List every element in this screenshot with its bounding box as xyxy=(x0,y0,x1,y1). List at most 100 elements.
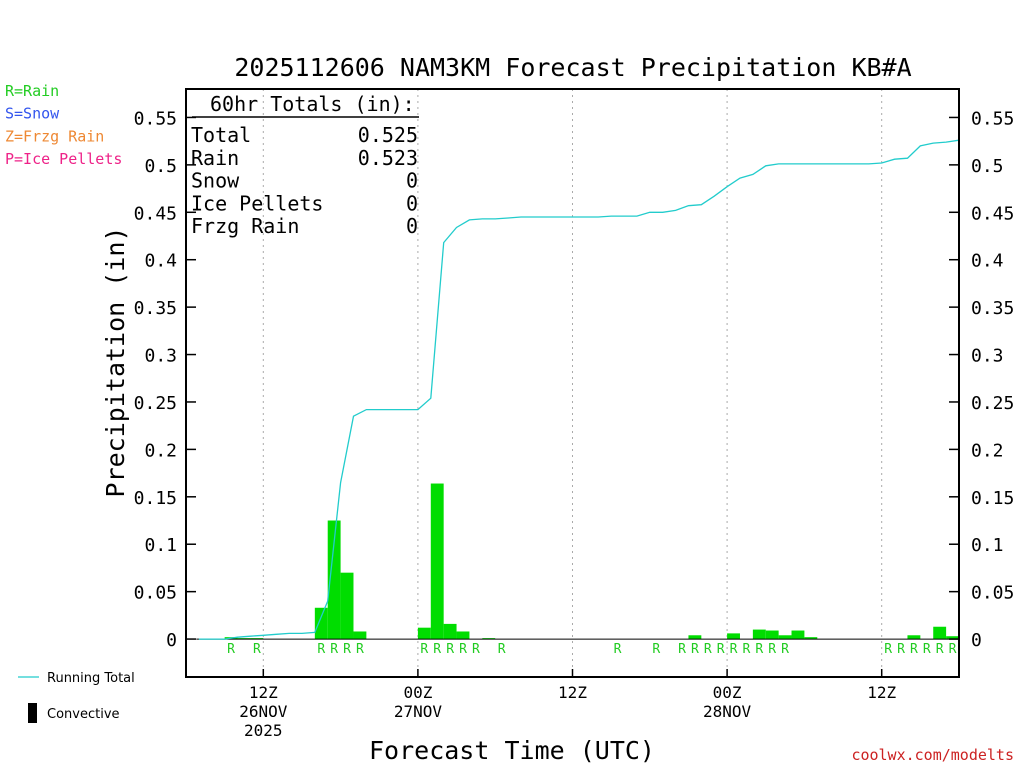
totals-row-label: Snow xyxy=(191,169,240,193)
y-tick-label-left: 0 xyxy=(166,630,177,651)
convective-bar xyxy=(688,635,702,640)
precip-type-legend-entry: S=Snow xyxy=(5,105,60,123)
x-tick-label: 00Z xyxy=(713,683,742,702)
vertical-gridlines xyxy=(262,89,883,677)
totals-row-value: 0.523 xyxy=(358,146,418,170)
precip-type-marker: R xyxy=(614,642,622,657)
y-tick-label-right: 0.2 xyxy=(971,440,1004,461)
y-tick-label-left: 0.5 xyxy=(144,156,177,177)
y-tick-label-right: 0.3 xyxy=(971,346,1004,367)
convective-bar xyxy=(417,627,431,640)
y-tick-label-left: 0.15 xyxy=(134,488,177,509)
convective-bar xyxy=(727,633,740,640)
precip-type-marker: R xyxy=(227,642,235,657)
precip-type-marker: R xyxy=(446,642,454,657)
convective-bar xyxy=(314,607,328,640)
totals-header: 60hr Totals (in): xyxy=(210,92,415,116)
y-tick-label-left: 0.05 xyxy=(134,583,177,604)
precip-type-marker: R xyxy=(884,642,892,657)
totals-row-value: 0 xyxy=(406,169,418,193)
y-tick-label-right: 0.35 xyxy=(971,298,1014,319)
running-total-legend-label: Running Total xyxy=(47,671,135,686)
totals-row-label: Rain xyxy=(191,146,239,170)
convective-legend-label: Convective xyxy=(47,707,120,722)
x-tick-label: 28NOV xyxy=(703,702,752,721)
y-tick-label-left: 0.4 xyxy=(144,251,177,272)
x-tick-label: 12Z xyxy=(867,683,896,702)
precip-type-marker: R xyxy=(743,642,751,657)
convective-bar xyxy=(946,636,959,640)
precip-type-marker: R xyxy=(781,642,789,657)
totals-row-value: 0 xyxy=(406,214,418,238)
x-tick-label: 12Z xyxy=(249,683,278,702)
precip-type-marker: R xyxy=(768,642,776,657)
precip-type-marker: R xyxy=(936,642,944,657)
convective-bar xyxy=(791,630,805,640)
y-tick-label-right: 0.5 xyxy=(971,156,1004,177)
x-tick-label: 2025 xyxy=(244,721,283,740)
convective-bar xyxy=(430,483,444,640)
y-axis-right: 0 0.05 0.1 0.15 0.2 0.25 0.3 0.35 0.4 0.45 0.5 0.55 xyxy=(949,108,1014,651)
convective-bar xyxy=(327,520,341,640)
convective-bars xyxy=(224,483,959,640)
totals-row-label: Total xyxy=(191,123,251,147)
precip-type-marker: R xyxy=(678,642,686,657)
precip-type-marker: R xyxy=(498,642,506,657)
convective-legend-swatch xyxy=(28,703,37,723)
convective-bar xyxy=(907,635,921,640)
convective-bar xyxy=(804,637,818,640)
precip-type-marker: R xyxy=(253,642,261,657)
convective-bar xyxy=(765,630,779,640)
y-tick-label-right: 0.55 xyxy=(971,108,1014,129)
x-axis-label: Forecast Time (UTC) xyxy=(369,736,655,765)
precip-type-marker: R xyxy=(652,642,660,657)
precip-type-marker: R xyxy=(704,642,712,657)
y-tick-label-left: 0.55 xyxy=(134,108,177,129)
precip-type-marker: R xyxy=(330,642,338,657)
y-tick-label-left: 0.1 xyxy=(144,535,177,556)
precip-type-marker: R xyxy=(691,642,699,657)
y-tick-label-right: 0.45 xyxy=(971,203,1014,224)
chart-title: 2025112606 NAM3KM Forecast Precipitation… xyxy=(234,53,911,82)
precip-type-marker: R xyxy=(897,642,905,657)
totals-box: 60hr Totals (in): Total 0.525 Rain 0.523 Snow… xyxy=(191,92,419,238)
x-tick-label: 00Z xyxy=(403,683,432,702)
precip-type-legend-entry: P=Ice Pellets xyxy=(5,150,122,168)
bottom-legend: Running Total Convective xyxy=(18,671,135,723)
precip-type-marker: R xyxy=(356,642,364,657)
y-tick-label-left: 0.3 xyxy=(144,346,177,367)
y-tick-label-left: 0.2 xyxy=(144,440,177,461)
x-tick-label: 26NOV xyxy=(239,702,288,721)
x-tick-label: 12Z xyxy=(558,683,587,702)
totals-row-value: 0.525 xyxy=(358,123,418,147)
precip-type-marker: R xyxy=(730,642,738,657)
y-tick-label-right: 0 xyxy=(971,630,982,651)
y-tick-label-left: 0.35 xyxy=(134,298,177,319)
convective-bar xyxy=(353,631,367,640)
precip-type-marker: R xyxy=(472,642,480,657)
y-axis-left: 0 0.05 0.1 0.15 0.2 0.25 0.3 0.35 0.4 0.45 0.5 0.55 xyxy=(134,108,196,651)
precip-type-marker: R xyxy=(717,642,725,657)
convective-bar xyxy=(752,629,766,640)
precip-type-marker: R xyxy=(343,642,351,657)
y-tick-label-right: 0.15 xyxy=(971,488,1014,509)
running-total-line xyxy=(198,139,960,640)
x-tick-label: 27NOV xyxy=(394,702,443,721)
precip-type-marker: R xyxy=(949,642,957,657)
totals-row-value: 0 xyxy=(406,191,418,215)
y-tick-label-right: 0.05 xyxy=(971,583,1014,604)
convective-bar xyxy=(778,635,792,640)
totals-row-label: Ice Pellets xyxy=(191,191,323,215)
site-watermark: coolwx.com/modelts xyxy=(851,746,1014,764)
y-tick-label-left: 0.45 xyxy=(134,203,177,224)
y-tick-label-right: 0.25 xyxy=(971,393,1014,414)
precip-type-marker: R xyxy=(420,642,428,657)
precip-type-legend: R=Rain S=Snow Z=Frzg Rain P=Ice Pellets xyxy=(5,82,122,168)
precip-type-legend-entry: Z=Frzg Rain xyxy=(5,127,104,145)
precip-type-marker: R xyxy=(459,642,467,657)
y-tick-label-right: 0.4 xyxy=(971,251,1004,272)
convective-bar xyxy=(933,626,947,640)
